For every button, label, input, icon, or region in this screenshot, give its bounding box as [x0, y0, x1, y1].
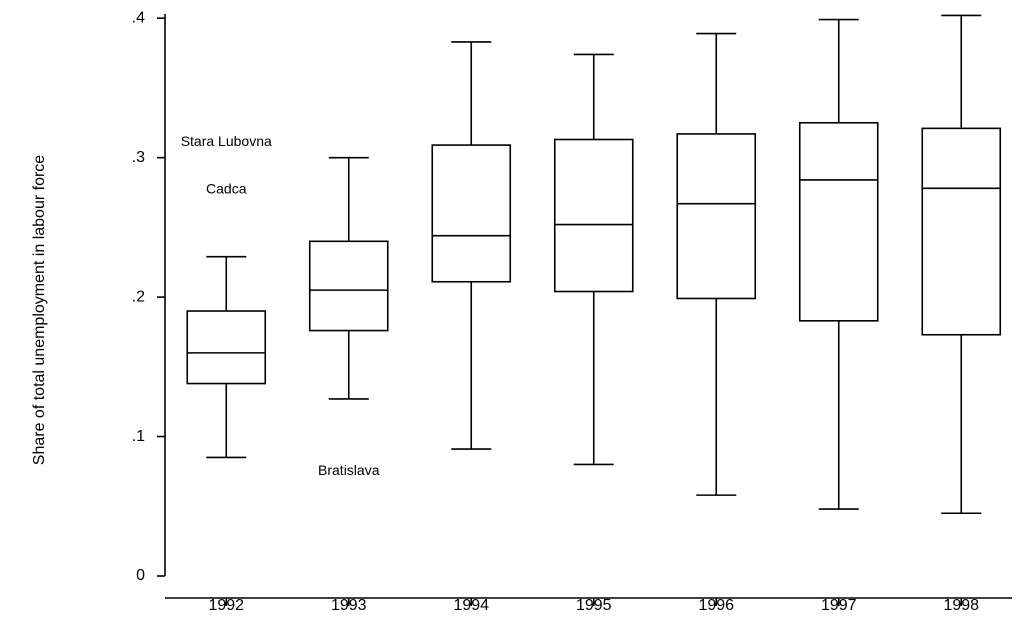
y-tick-label: .3 [132, 149, 145, 166]
box [431, 144, 512, 283]
box [308, 240, 389, 332]
box [676, 133, 757, 300]
box [186, 310, 267, 385]
x-tick-label: 1998 [943, 597, 979, 614]
x-tick-label: 1992 [208, 597, 244, 614]
outlier-label: Cadca [206, 180, 247, 196]
box [553, 138, 634, 293]
y-tick-label: .1 [132, 428, 145, 445]
box [921, 127, 1002, 336]
x-tick-label: 1997 [821, 597, 857, 614]
x-tick-label: 1995 [576, 597, 612, 614]
outlier-label: Bratislava [318, 462, 380, 478]
x-tick-label: 1994 [453, 597, 489, 614]
box [798, 121, 879, 322]
x-tick-label: 1993 [331, 597, 367, 614]
y-tick-label: .2 [132, 288, 145, 305]
y-tick-label: 0 [136, 567, 145, 584]
y-tick-label: .4 [132, 9, 145, 26]
x-tick-label: 1996 [698, 597, 734, 614]
outlier-label: Stara Lubovna [181, 133, 272, 149]
y-axis-label: Share of total unemployment in labour fo… [31, 155, 48, 466]
